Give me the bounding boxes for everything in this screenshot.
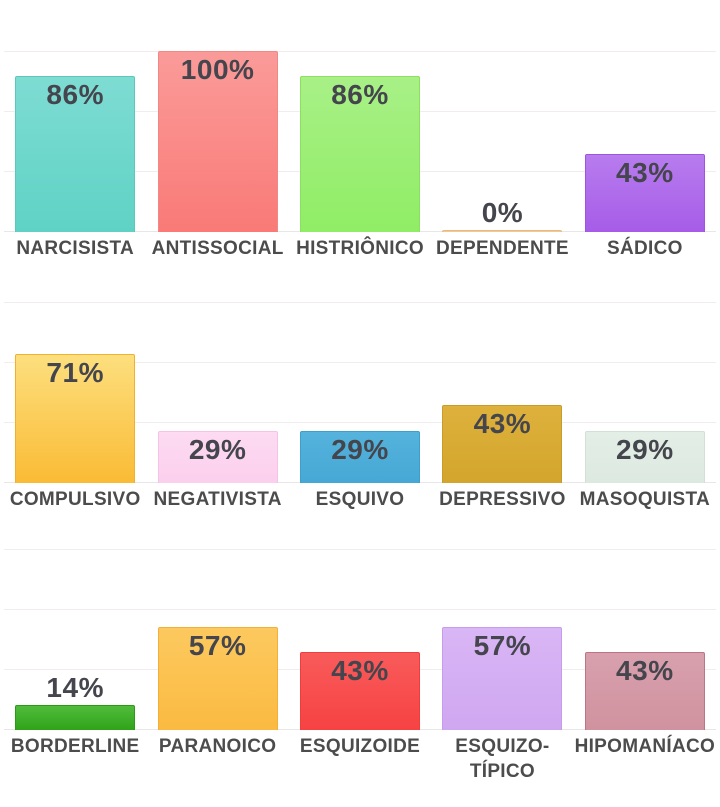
- bar-slot: 43%: [431, 302, 573, 483]
- category-label: ANTISSOCIAL: [151, 238, 284, 259]
- category-label: DEPENDENTE: [435, 238, 569, 259]
- bar: 100%: [157, 51, 278, 232]
- bar: 14%: [15, 674, 136, 731]
- chart-row-2: 71% 29% 29% 43% 29% COMPULSIVO NEGATIVISTA ESQ…: [0, 301, 720, 513]
- bar-slot: 86%: [4, 51, 146, 232]
- bar-value-label: 43%: [473, 407, 532, 439]
- bar-value-label: 14%: [46, 672, 104, 704]
- bar: 0%: [442, 199, 563, 232]
- bar-slot: 43%: [289, 549, 431, 731]
- bar-slot: 29%: [574, 302, 716, 483]
- category-label: PARANOICO: [158, 736, 277, 758]
- bar-slot: 100%: [146, 51, 288, 232]
- chart-row-1: 86% 100% 86% 0% 43% NARCISISTA ANTISSOCIAL HIS…: [0, 51, 720, 262]
- bar-slot: 71%: [4, 302, 146, 483]
- gridline: [4, 549, 716, 551]
- chart-row-3: 14% 57% 43% 57% 43% BORDERLINE PARANOICO ESQUI…: [0, 549, 720, 784]
- chart-row-1-plot: 86% 100% 86% 0% 43%: [0, 51, 720, 232]
- category-label: BORDERLINE: [10, 736, 140, 758]
- bar: 29%: [157, 430, 278, 483]
- category-label: HIPOMANÍACO: [574, 736, 716, 758]
- bar-value-label: 29%: [331, 433, 389, 465]
- category-label: ESQUIZO- TÍPICO: [455, 736, 550, 783]
- gridline: [4, 301, 716, 303]
- bar-value-label: 43%: [616, 655, 674, 687]
- bar-value-label: 86%: [331, 79, 389, 110]
- chart-row-3-plot: 14% 57% 43% 57% 43%: [0, 549, 720, 731]
- bar-value-label: 57%: [188, 630, 247, 662]
- bar-slot: 43%: [574, 51, 716, 232]
- category-label: ESQUIVO: [315, 488, 405, 510]
- category-label: SÁDICO: [606, 238, 683, 259]
- bar-value-label: 0%: [481, 197, 524, 228]
- bar-slot: 0%: [431, 51, 573, 232]
- chart-row-2-category-labels: COMPULSIVO NEGATIVISTA ESQUIVO DEPRESSIVO MA…: [0, 488, 720, 513]
- bar-value-label: 43%: [331, 655, 389, 687]
- bar: 43%: [300, 652, 421, 731]
- bar-value-label: 43%: [616, 157, 674, 188]
- bar-slot: 29%: [289, 302, 431, 483]
- bar-value-label: 100%: [180, 54, 255, 85]
- bar-value-label: 29%: [616, 433, 674, 465]
- bar: 29%: [584, 430, 705, 483]
- bar: 43%: [442, 404, 563, 483]
- gridline: [4, 609, 716, 611]
- category-label: ESQUIZOIDE: [299, 736, 421, 758]
- bar-slot: 29%: [146, 302, 288, 483]
- bar-slot: 43%: [574, 549, 716, 731]
- chart-row-3-category-labels: BORDERLINE PARANOICO ESQUIZOIDE ESQUIZO- TÍ…: [0, 735, 720, 784]
- category-label: NARCISISTA: [16, 238, 135, 259]
- category-label: DEPRESSIVO: [439, 488, 566, 510]
- category-label: COMPULSIVO: [9, 488, 141, 510]
- bar: 43%: [584, 154, 705, 232]
- chart-row-2-plot: 71% 29% 29% 43% 29%: [0, 301, 720, 483]
- bar: 29%: [300, 430, 421, 483]
- bar-slot: 57%: [431, 549, 573, 731]
- bar-slot: 86%: [289, 51, 431, 232]
- category-label: HISTRIÔNICO: [296, 238, 424, 259]
- category-label: MASOQUISTA: [579, 488, 711, 510]
- bar: 57%: [157, 627, 278, 731]
- bar-value-label: 29%: [188, 433, 247, 465]
- gridline: [4, 421, 716, 423]
- bar-slot: 14%: [4, 549, 146, 731]
- bar: 71%: [15, 353, 136, 483]
- bar: 43%: [584, 652, 705, 731]
- bar-value-label: 71%: [46, 356, 104, 388]
- category-label: NEGATIVISTA: [153, 488, 282, 510]
- bar-value-label: 57%: [473, 630, 532, 662]
- bar: 86%: [15, 76, 136, 232]
- bar: 86%: [300, 76, 421, 232]
- bar: 57%: [442, 627, 563, 731]
- bar-value-label: 86%: [46, 79, 104, 110]
- bar-slot: 57%: [146, 549, 288, 731]
- chart-row-1-category-labels: NARCISISTA ANTISSOCIAL HISTRIÔNICO DEPENDEN…: [0, 237, 720, 262]
- bars-container: 14% 57% 43% 57% 43%: [4, 549, 716, 731]
- bars-container: 86% 100% 86% 0% 43%: [4, 51, 716, 232]
- bars-container: 71% 29% 29% 43% 29%: [4, 302, 716, 483]
- gridline: [4, 51, 716, 52]
- gridline: [4, 361, 716, 363]
